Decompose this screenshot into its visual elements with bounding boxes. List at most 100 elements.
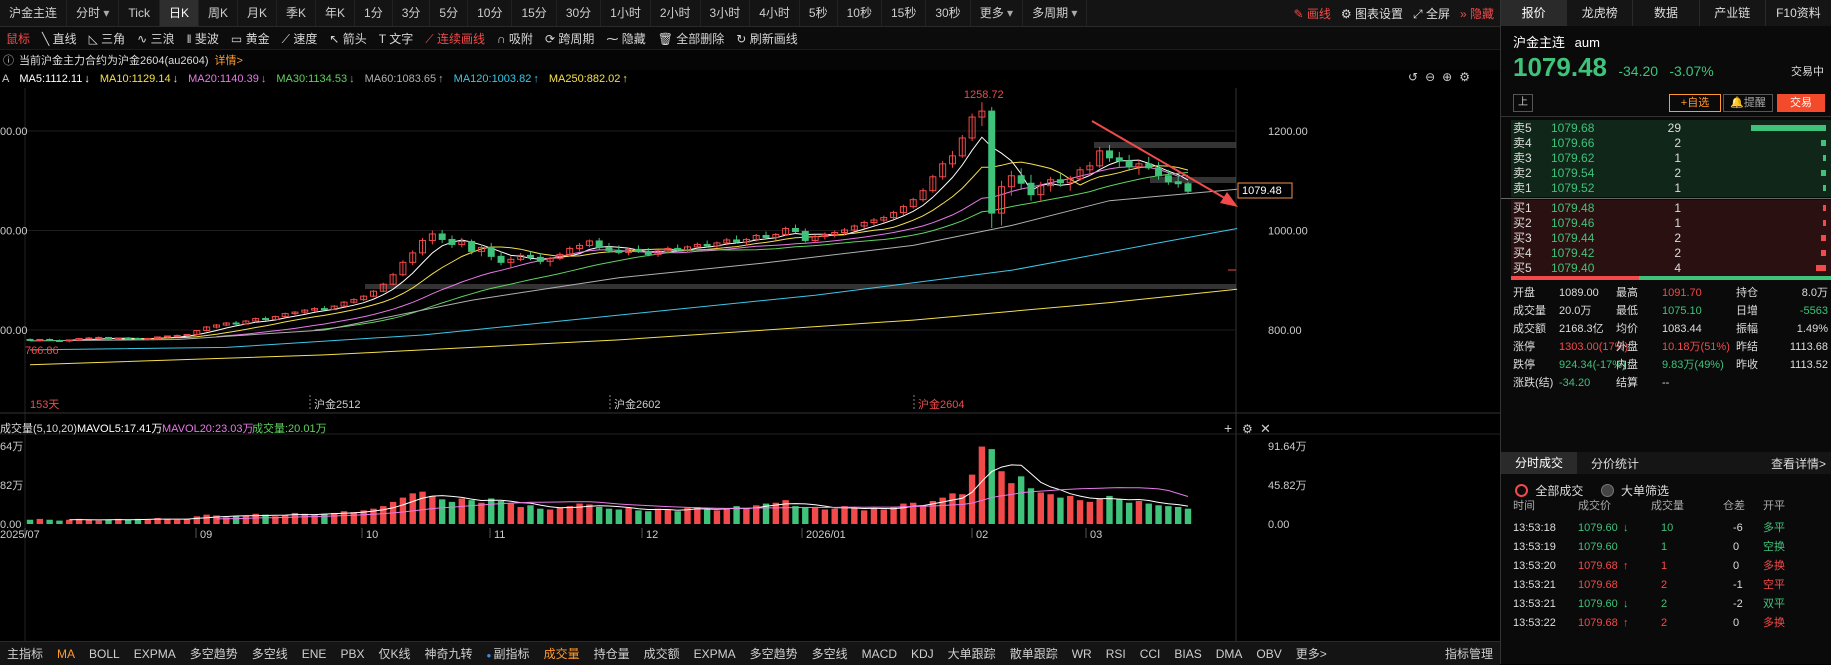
- period-8[interactable]: 1分: [355, 0, 393, 26]
- candle-body[interactable]: [173, 334, 181, 337]
- candle-body[interactable]: [978, 110, 986, 118]
- zoom-in-icon[interactable]: ⊕: [1442, 70, 1453, 84]
- indicator-25[interactable]: DMA: [1209, 647, 1250, 661]
- indicator-8[interactable]: 仅K线: [371, 645, 417, 662]
- candle-body[interactable]: [163, 335, 171, 338]
- indicator-1[interactable]: MA: [50, 647, 82, 661]
- candle-body[interactable]: [929, 176, 937, 192]
- close-volume-icon[interactable]: ✕: [1260, 421, 1271, 436]
- candle-body[interactable]: [1164, 175, 1172, 183]
- period-3[interactable]: 日K: [159, 0, 199, 26]
- ask-row[interactable]: 卖4 1079.66 2: [1511, 135, 1831, 152]
- candle-body[interactable]: [144, 337, 152, 340]
- candle-body[interactable]: [654, 250, 662, 255]
- period-13[interactable]: 30分: [557, 0, 602, 26]
- indicator-20[interactable]: 散单跟踪: [1003, 645, 1065, 662]
- candle-body[interactable]: [595, 240, 603, 248]
- candle-body[interactable]: [311, 308, 319, 311]
- indicator-6[interactable]: ENE: [295, 647, 334, 661]
- candle-body[interactable]: [674, 247, 682, 251]
- indicator-17[interactable]: MACD: [855, 647, 904, 661]
- indicator-12[interactable]: 持仓量: [587, 645, 637, 662]
- candle-body[interactable]: [320, 308, 328, 311]
- candle-body[interactable]: [1047, 179, 1055, 187]
- period-16[interactable]: 3小时: [701, 0, 751, 26]
- draw-tool-9[interactable]: ⟋ 连续画线: [419, 30, 491, 47]
- candle-body[interactable]: [536, 256, 544, 262]
- hide-panel-button[interactable]: » 隐藏: [1460, 5, 1494, 22]
- candle-body[interactable]: [644, 250, 652, 255]
- candle-body[interactable]: [517, 254, 525, 260]
- candle-body[interactable]: [841, 229, 849, 233]
- indicator-18[interactable]: KDJ: [904, 647, 941, 661]
- view-detail-link[interactable]: 查看详情>: [1770, 456, 1826, 471]
- candle-body[interactable]: [693, 243, 701, 248]
- candle-body[interactable]: [556, 253, 564, 259]
- candle-body[interactable]: [733, 239, 741, 243]
- candle-body[interactable]: [566, 247, 574, 255]
- draw-tool-5[interactable]: ▭ 黄金: [225, 30, 276, 47]
- candle-body[interactable]: [242, 320, 250, 325]
- settings-icon[interactable]: ⚙: [1459, 70, 1470, 84]
- bid-row[interactable]: 买2 1079.46 1: [1511, 215, 1831, 232]
- period-12[interactable]: 15分: [512, 0, 557, 26]
- period-7[interactable]: 年K: [316, 0, 356, 26]
- draw-tool-0[interactable]: 鼠标: [0, 30, 36, 47]
- candle-body[interactable]: [860, 222, 868, 227]
- candle-body[interactable]: [55, 339, 63, 342]
- candle-body[interactable]: [998, 186, 1006, 214]
- candle-body[interactable]: [409, 252, 417, 263]
- candle-body[interactable]: [526, 254, 534, 258]
- radio-all-trades[interactable]: [1515, 484, 1528, 497]
- draw-tool-4[interactable]: ‖ 斐波: [181, 30, 225, 47]
- volume-settings-icon[interactable]: ⚙: [1242, 422, 1253, 436]
- candle-body[interactable]: [811, 235, 819, 241]
- period-10[interactable]: 5分: [430, 0, 469, 26]
- candle-body[interactable]: [468, 240, 476, 252]
- candle-body[interactable]: [742, 238, 750, 243]
- candle-body[interactable]: [95, 336, 103, 339]
- candle-body[interactable]: [948, 155, 956, 165]
- candle-body[interactable]: [634, 248, 642, 252]
- candle-body[interactable]: [1135, 163, 1143, 168]
- up-button[interactable]: 上: [1513, 94, 1533, 112]
- candle-body[interactable]: [379, 283, 387, 292]
- indicator-9[interactable]: 神奇九转: [417, 645, 479, 662]
- add-watchlist-button[interactable]: +自选: [1669, 94, 1721, 112]
- quote-tab-4[interactable]: F10资料: [1766, 0, 1831, 26]
- reset-icon[interactable]: ↺: [1408, 70, 1419, 84]
- candle-body[interactable]: [134, 337, 142, 340]
- candle-body[interactable]: [801, 230, 809, 241]
- candle-body[interactable]: [968, 116, 976, 139]
- period-9[interactable]: 3分: [393, 0, 431, 26]
- quote-tab-1[interactable]: 龙虎榜: [1567, 0, 1634, 26]
- draw-tool-14[interactable]: ↻ 刷新画线: [730, 30, 803, 47]
- candle-body[interactable]: [576, 244, 584, 249]
- draw-tool-2[interactable]: ◺ 三角: [83, 30, 132, 47]
- candle-body[interactable]: [448, 238, 456, 245]
- indicator-24[interactable]: BIAS: [1167, 647, 1208, 661]
- indicator-22[interactable]: RSI: [1099, 647, 1133, 661]
- candle-body[interactable]: [1017, 175, 1025, 184]
- candle-body[interactable]: [703, 243, 711, 247]
- period-4[interactable]: 周K: [199, 0, 238, 26]
- candle-body[interactable]: [1027, 182, 1035, 196]
- candle-body[interactable]: [988, 110, 996, 214]
- draw-tool-13[interactable]: 🗑 全部删除: [652, 30, 731, 47]
- ask-row[interactable]: 卖1 1079.52 1: [1511, 180, 1831, 197]
- bid-row[interactable]: 买1 1079.48 1: [1511, 200, 1831, 217]
- candle-body[interactable]: [497, 255, 505, 263]
- indicator-26[interactable]: OBV: [1249, 647, 1288, 661]
- bid-row[interactable]: 买3 1079.44 2: [1511, 230, 1831, 247]
- indicator-4[interactable]: 多空趋势: [183, 645, 245, 662]
- ask-row[interactable]: 卖2 1079.54 2: [1511, 165, 1831, 182]
- candle-body[interactable]: [507, 258, 515, 263]
- candle-body[interactable]: [438, 233, 446, 240]
- candle-body[interactable]: [330, 305, 338, 311]
- candle-body[interactable]: [1086, 165, 1094, 171]
- candle-body[interactable]: [1066, 178, 1074, 184]
- candle-body[interactable]: [154, 336, 162, 339]
- candle-body[interactable]: [262, 318, 270, 321]
- quote-tab-0[interactable]: 报价: [1501, 0, 1568, 26]
- candle-body[interactable]: [114, 337, 122, 340]
